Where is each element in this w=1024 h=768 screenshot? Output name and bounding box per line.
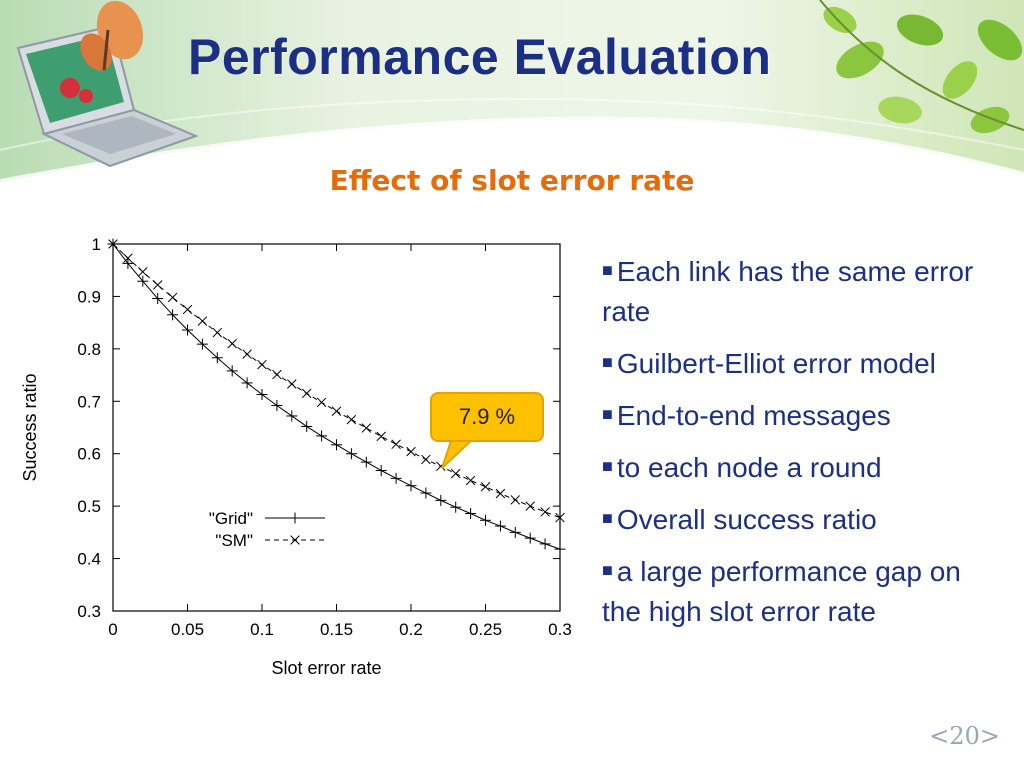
bullet-text: a large performance gap on the high slot… [602, 556, 961, 627]
y-tick-label: 0.3 [77, 602, 101, 621]
y-tick-label: 0.5 [77, 497, 101, 516]
bullet-list: ■ Each link has the same error rate ■ Guil… [602, 250, 1002, 642]
chart-legend: "Grid" "SM" [209, 509, 325, 550]
butterfly-illustration [80, 0, 144, 71]
x-marker [197, 316, 208, 326]
callout-label: 7.9 % [458, 404, 516, 429]
bullet-text: Overall success ratio [616, 504, 877, 535]
legend-label: "SM" [215, 531, 253, 550]
x-marker [406, 446, 416, 457]
x-marker [465, 475, 476, 486]
x-tick-label: 0 [108, 620, 117, 639]
square-bullet-icon: ■ [602, 404, 613, 424]
x-marker [108, 239, 118, 249]
bullet-item: ■ Overall success ratio [602, 498, 1002, 540]
bullet-text: End-to-end messages [616, 400, 891, 431]
bullet-item: ■ Guilbert-Elliot error model [602, 342, 1002, 384]
bullet-item: ■ Each link has the same error rate [602, 250, 1002, 332]
x-marker [301, 388, 312, 399]
square-bullet-icon: ■ [602, 560, 613, 580]
bullet-item: ■ to each node a round [602, 446, 1002, 488]
x-marker [242, 349, 252, 359]
x-marker [421, 454, 431, 465]
x-tick-label: 0.3 [548, 620, 572, 639]
x-marker [510, 495, 521, 505]
bullet-item: ■ a large performance gap on the high slo… [602, 550, 1002, 632]
leaves-illustration [819, 0, 1024, 134]
x-marker [182, 304, 193, 315]
square-bullet-icon: ■ [602, 508, 613, 528]
x-marker [391, 439, 401, 450]
x-marker [450, 468, 461, 479]
y-tick-label: 0.4 [77, 550, 101, 569]
y-tick-label: 0.6 [77, 445, 101, 464]
x-marker [540, 507, 550, 517]
x-marker [272, 369, 282, 380]
line-chart: 0 0.05 0.1 0.15 0.2 0.25 0.3 0.3 0.4 0.5 0.6 0.7 0.8… [20, 235, 572, 678]
x-marker [316, 397, 327, 408]
x-marker [123, 253, 133, 263]
slide-title: Performance Evaluation [188, 29, 772, 85]
bullet-text: to each node a round [616, 452, 882, 483]
x-tick-label: 0.15 [320, 620, 353, 639]
x-marker [346, 414, 357, 425]
x-marker [138, 267, 148, 277]
x-tick-label: 0.2 [399, 620, 423, 639]
callout-box [430, 392, 544, 442]
series-grid [107, 238, 566, 555]
x-marker [525, 501, 535, 511]
x-marker [152, 280, 163, 290]
x-marker [290, 535, 300, 545]
x-marker [480, 481, 491, 492]
x-marker [495, 488, 506, 499]
slide-subtitle: Effect of slot error rate [329, 164, 695, 197]
x-marker [167, 292, 178, 303]
x-tick-label: 0.05 [171, 620, 204, 639]
legend-label: "Grid" [209, 509, 253, 528]
square-bullet-icon: ■ [602, 352, 613, 372]
x-axis-title: Slot error rate [271, 658, 381, 678]
y-tick-label: 0.7 [77, 392, 101, 411]
y-tick-label: 1 [92, 235, 101, 254]
x-marker [555, 512, 565, 523]
x-marker [287, 379, 297, 389]
square-bullet-icon: ■ [602, 456, 613, 476]
series-sm [108, 239, 565, 523]
y-tick-label: 0.9 [77, 287, 101, 306]
x-marker [227, 338, 237, 349]
x-marker [212, 327, 223, 338]
chart-series [107, 238, 566, 555]
chart-axes: 0 0.05 0.1 0.15 0.2 0.25 0.3 0.3 0.4 0.5 0.6 0.7 0.8… [20, 235, 572, 678]
page-number: <20> [929, 722, 1000, 750]
y-axis-title: Success ratio [20, 373, 40, 481]
x-tick-label: 0.25 [469, 620, 502, 639]
series-line [112, 243, 561, 519]
square-bullet-icon: ■ [602, 260, 613, 280]
x-marker [361, 423, 372, 433]
y-tick-label: 0.8 [77, 340, 101, 359]
x-tick-label: 0.1 [250, 620, 274, 639]
x-marker [331, 406, 342, 417]
bullet-text: Guilbert-Elliot error model [616, 348, 936, 379]
x-marker [376, 431, 386, 442]
bullet-item: ■ End-to-end messages [602, 394, 1002, 436]
banner-background [0, 0, 1024, 185]
x-marker [257, 359, 267, 370]
bullet-text: Each link has the same error rate [602, 256, 974, 327]
